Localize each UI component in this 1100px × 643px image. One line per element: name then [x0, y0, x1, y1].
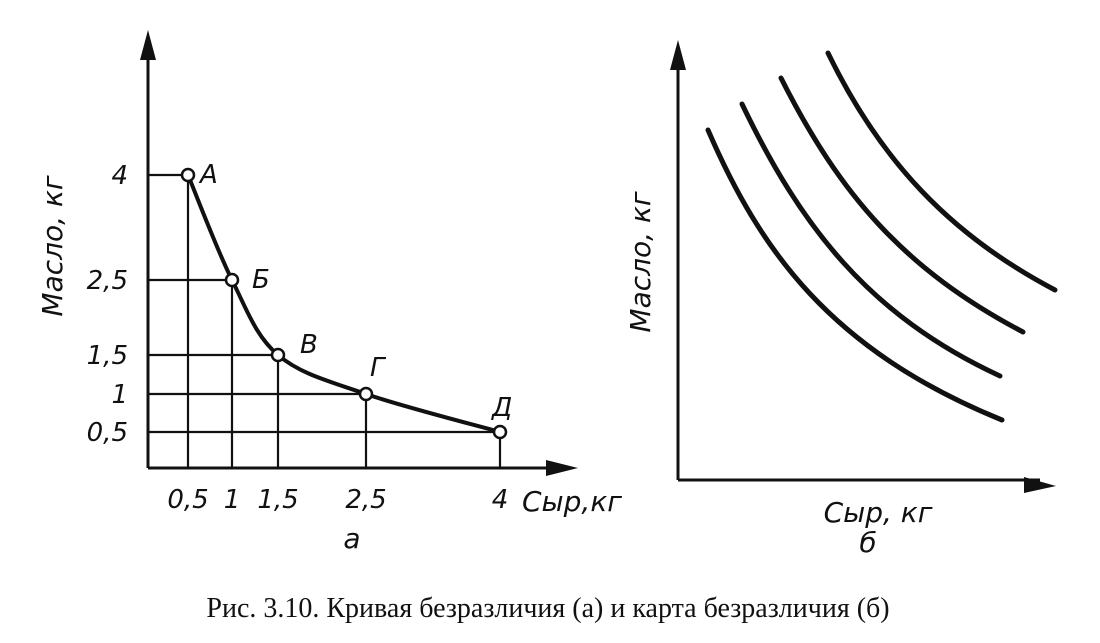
indifference-curve-1 [705, 127, 1005, 423]
x-tick-label-2: 1,5 [257, 485, 298, 515]
point-marker-0 [180, 167, 196, 183]
panel-a-y-arrow-icon [140, 30, 156, 60]
point-label-2: В [300, 330, 318, 360]
panel-a-x-arrow-icon [546, 460, 578, 476]
panel-a-indifference-curve: А Б В Г Д 0,5 1 1,5 2,5 4 4 2,5 1,5 1 0,5 Масло, кг С… [36, 30, 622, 555]
panel-b-x-arrow-icon [1024, 477, 1056, 493]
point-marker-1 [224, 272, 240, 288]
point-marker-3 [358, 386, 374, 402]
x-tick-label-1: 1 [224, 485, 241, 515]
point-label-1: Б [252, 265, 270, 295]
x-tick-label-3: 2,5 [345, 485, 386, 515]
point-label-3: Г [370, 353, 387, 383]
panel-b-indifference-map: Масло, кг Сыр, кг б [624, 40, 1058, 559]
point-marker-2 [270, 347, 286, 363]
panel-a-subcaption: а [343, 522, 360, 555]
panel-a-drop-lines [148, 173, 502, 468]
panel-a-points: А Б В Г Д [180, 160, 512, 440]
panel-b-y-axis-label: Масло, кг [624, 191, 657, 332]
point-marker-4 [492, 424, 508, 440]
indifference-curve-2 [739, 101, 1003, 379]
y-tick-label-1: 2,5 [87, 266, 128, 296]
y-tick-label-2: 1,5 [87, 341, 128, 371]
x-tick-label-4: 4 [492, 485, 509, 515]
indifference-curve-4 [825, 50, 1058, 293]
y-tick-label-0: 4 [111, 161, 128, 191]
panel-a-y-axis-label: Масло, кг [36, 175, 69, 316]
panel-b-subcaption: б [859, 526, 876, 559]
point-label-4: Д [491, 393, 512, 423]
panel-b-x-axis-label: Сыр, кг [824, 496, 933, 529]
point-label-0: А [198, 160, 218, 190]
panel-b-curves [705, 50, 1058, 423]
indifference-curve-3 [778, 75, 1026, 335]
panel-b-y-arrow-icon [670, 40, 686, 70]
panel-a-ticks: 0,5 1 1,5 2,5 4 4 2,5 1,5 1 0,5 [87, 161, 509, 515]
y-tick-label-3: 1 [111, 380, 128, 410]
x-tick-label-0: 0,5 [167, 485, 208, 515]
y-tick-label-4: 0,5 [87, 418, 128, 448]
figure-caption: Рис. 3.10. Кривая безразличия (а) и карт… [206, 593, 889, 624]
panel-a-x-axis-label: Сыр,кг [522, 485, 622, 518]
